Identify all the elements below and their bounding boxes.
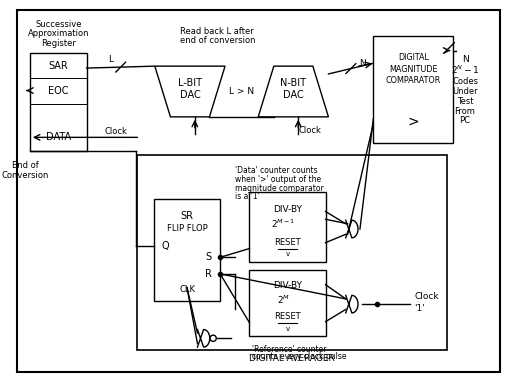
Text: DIV-BY: DIV-BY [273, 281, 302, 290]
Text: Test: Test [457, 97, 473, 106]
Text: '1': '1' [414, 304, 425, 312]
Text: DAC: DAC [283, 91, 304, 100]
Text: N: N [462, 55, 468, 64]
Text: R: R [205, 269, 212, 279]
Text: N-BIT: N-BIT [280, 78, 307, 88]
Text: is a '1': is a '1' [235, 193, 260, 201]
Text: L-BIT: L-BIT [178, 78, 202, 88]
Bar [137, 155, 447, 350]
Text: DIGITAL: DIGITAL [398, 53, 429, 62]
Text: v: v [285, 251, 289, 257]
Text: RESET: RESET [274, 312, 301, 321]
Text: Q: Q [162, 241, 169, 251]
Text: $2^M$: $2^M$ [277, 294, 290, 306]
Text: Under: Under [452, 87, 478, 96]
Text: MAGNITUDE: MAGNITUDE [389, 65, 437, 74]
Text: >: > [408, 115, 419, 129]
Bar [249, 270, 326, 336]
Bar [373, 36, 453, 143]
Text: DATA: DATA [45, 132, 71, 142]
Text: magnitude comparator: magnitude comparator [235, 184, 324, 193]
Text: 'Reference' counter: 'Reference' counter [252, 345, 327, 353]
Text: Conversion: Conversion [2, 171, 49, 180]
Text: FLIP FLOP: FLIP FLOP [167, 223, 208, 233]
Text: SR: SR [180, 211, 193, 221]
Bar [30, 53, 86, 151]
Text: End of: End of [12, 161, 38, 170]
Text: Successive: Successive [35, 20, 81, 29]
Text: DIV-BY: DIV-BY [273, 205, 302, 214]
Text: COMPARATOR: COMPARATOR [386, 76, 441, 85]
Text: Clock: Clock [105, 127, 127, 136]
Text: Register: Register [41, 39, 76, 48]
Text: EOC: EOC [48, 86, 69, 96]
Text: Approximation: Approximation [27, 29, 89, 39]
Text: $2^N-1$: $2^N-1$ [450, 64, 479, 76]
Text: RESET: RESET [274, 238, 301, 247]
Text: Clock: Clock [298, 126, 321, 135]
Text: S: S [206, 253, 212, 262]
Text: N: N [359, 59, 366, 68]
Bar [249, 192, 326, 262]
Text: $2^{M-1}$: $2^{M-1}$ [271, 218, 296, 230]
Text: DIGITAL AVERAGER: DIGITAL AVERAGER [249, 354, 335, 363]
Text: end of conversion: end of conversion [179, 36, 255, 45]
Text: DAC: DAC [180, 91, 200, 100]
Text: counts every clock pulse: counts every clock pulse [252, 352, 347, 361]
Text: CLK: CLK [179, 285, 195, 294]
Text: From: From [454, 107, 475, 115]
Bar [154, 199, 220, 301]
Polygon shape [155, 66, 225, 117]
Text: L > N: L > N [229, 87, 254, 96]
Text: PC: PC [460, 116, 471, 125]
Text: 'Data' counter counts: 'Data' counter counts [235, 166, 318, 175]
Text: L: L [109, 55, 114, 64]
Text: Codes: Codes [452, 77, 478, 86]
Text: Clock: Clock [414, 292, 439, 301]
Text: v: v [285, 325, 289, 332]
Polygon shape [258, 66, 328, 117]
Text: Read back L after: Read back L after [180, 26, 254, 36]
Text: SAR: SAR [48, 61, 68, 71]
Text: when '>' output of the: when '>' output of the [235, 175, 321, 184]
